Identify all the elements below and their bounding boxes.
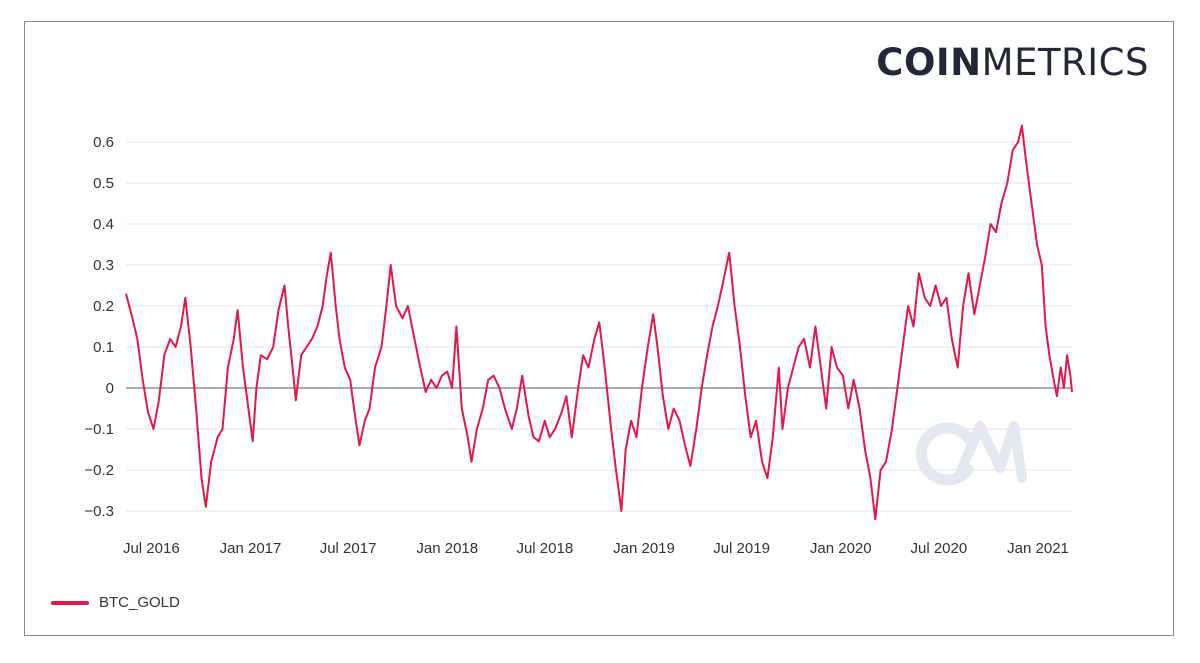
x-tick-label: Jul 2020 (910, 540, 967, 557)
x-tick-label: Jan 2021 (1007, 540, 1069, 557)
y-tick-label: 0.4 (93, 216, 114, 233)
series-layer (125, 124, 1073, 521)
y-tick-label: 0.2 (93, 298, 114, 315)
x-tick-label: Jan 2018 (416, 540, 478, 557)
y-tick-label: 0 (106, 380, 114, 397)
logo-bold-text: COIN (876, 41, 982, 84)
y-tick-label: −0.1 (84, 421, 114, 438)
series-line-btc-gold (125, 124, 1073, 521)
legend-label[interactable]: BTC_GOLD (99, 594, 180, 611)
x-tick-label: Jul 2017 (320, 540, 377, 557)
x-tick-label: Jul 2019 (713, 540, 770, 557)
x-tick-label: Jan 2019 (613, 540, 675, 557)
x-tick-label: Jan 2020 (810, 540, 872, 557)
y-tick-label: −0.2 (84, 462, 114, 479)
x-axis-ticks: Jul 2016 Jan 2017 Jul 2017 Jan 2018 Jul 2018… (123, 540, 1069, 557)
y-tick-label: 0.6 (93, 134, 114, 151)
logo-light-text: METRICS (981, 41, 1149, 84)
y-axis-ticks: −0.3 −0.2 −0.1 0 0.1 0.2 0.3 0.4 0.5 0.6 (84, 134, 114, 520)
grid (126, 141, 1072, 512)
legend-swatch (51, 600, 89, 605)
cm-watermark-icon (916, 421, 1027, 486)
legend: BTC_GOLD (51, 594, 180, 611)
y-tick-label: 0.3 (93, 257, 114, 274)
y-tick-label: −0.3 (84, 503, 114, 520)
y-tick-label: 0.1 (93, 339, 114, 356)
x-tick-label: Jan 2017 (220, 540, 282, 557)
coinmetrics-logo: COINMETRICS (876, 44, 1149, 81)
x-tick-label: Jul 2018 (516, 540, 573, 557)
chart-frame (24, 21, 1174, 636)
x-tick-label: Jul 2016 (123, 540, 180, 557)
y-tick-label: 0.5 (93, 175, 114, 192)
